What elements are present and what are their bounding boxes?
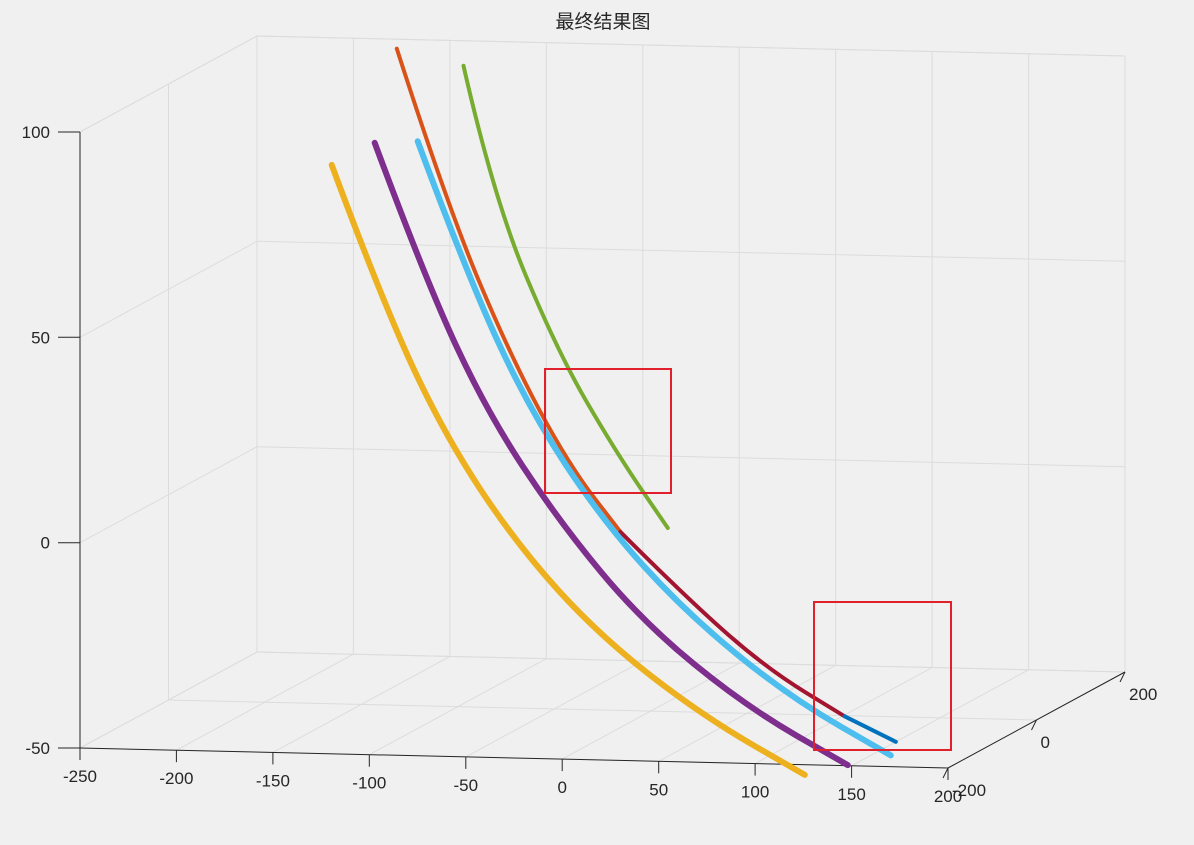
grid-line-z-back xyxy=(256,446,1126,468)
series-line-3 xyxy=(842,714,898,744)
x-tick-label: -100 xyxy=(352,774,386,793)
x-tick-label: 200 xyxy=(934,787,962,806)
series-line-2 xyxy=(618,529,847,719)
y-tick xyxy=(1031,719,1037,731)
axes xyxy=(58,131,1126,780)
x-axis-line xyxy=(79,747,949,769)
x-tick-label: -250 xyxy=(63,767,97,786)
y-tick-label: 0 xyxy=(1041,733,1050,752)
x-tick-label: 150 xyxy=(837,785,865,804)
grid-line-z-back xyxy=(256,240,1126,262)
series-line-1 xyxy=(394,46,623,534)
z-tick-label: -50 xyxy=(25,739,50,758)
series-line-6 xyxy=(328,161,808,778)
x-tick-label: 0 xyxy=(557,778,566,797)
highlight-boxes xyxy=(544,368,952,751)
y-tick xyxy=(942,767,949,779)
highlight-box-0 xyxy=(544,368,672,494)
z-tick-label: 0 xyxy=(41,534,50,553)
y-tick xyxy=(1119,671,1126,683)
x-tick-label: 50 xyxy=(649,780,668,799)
grid-edge xyxy=(79,35,258,133)
highlight-box-1 xyxy=(813,601,952,751)
z-tick-label: 100 xyxy=(22,123,50,142)
x-tick-label: 100 xyxy=(741,783,769,802)
x-tick-label: -150 xyxy=(256,771,290,790)
grid-lines xyxy=(79,35,1126,769)
series-line-4 xyxy=(414,138,894,759)
y-tick-label: -200 xyxy=(952,781,986,800)
grid-line-z-side xyxy=(79,651,258,749)
grid-edge xyxy=(256,35,1126,57)
x-tick-label: -200 xyxy=(159,769,193,788)
grid-line-z-side xyxy=(79,240,258,338)
x-tick-label: -50 xyxy=(454,776,479,795)
grid-line-z-side xyxy=(79,446,258,544)
chart-title: 最终结果图 xyxy=(555,11,650,33)
series-line-0 xyxy=(461,63,670,530)
grid-line-y-floor xyxy=(168,699,1037,721)
series-lines xyxy=(328,46,898,778)
y-tick-label: 200 xyxy=(1129,685,1157,704)
z-tick-label: 50 xyxy=(31,328,50,347)
tick-labels: -250 -200 -150 -100 -50 0 50 100 150 200-2000200-… xyxy=(22,123,1158,806)
series-line-5 xyxy=(371,139,851,769)
